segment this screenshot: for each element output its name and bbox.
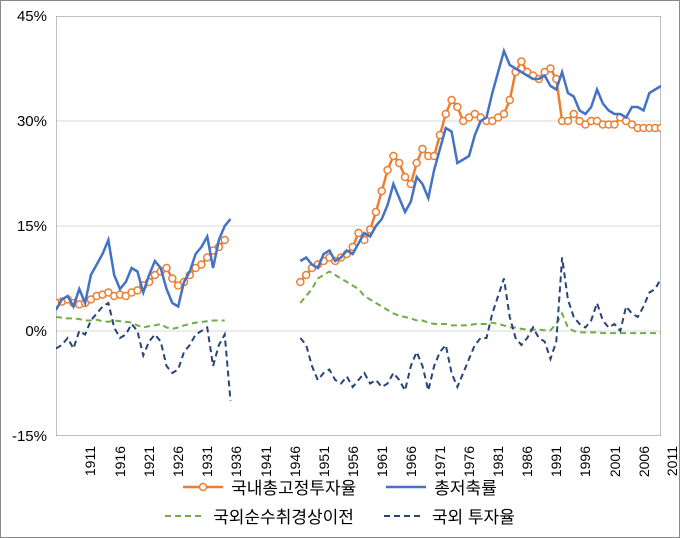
y-tick-label: 0%	[2, 323, 47, 340]
legend-label: 국외순수취경상이전	[213, 503, 354, 528]
legend-swatch	[384, 506, 424, 526]
y-tick-label: 45%	[2, 8, 47, 25]
legend-item: 국외순수취경상이전	[165, 503, 354, 528]
legend-swatch	[183, 477, 223, 497]
legend-swatch	[165, 506, 205, 526]
y-tick-label: -15%	[2, 428, 47, 445]
y-tick-label: 15%	[2, 218, 47, 235]
legend-row: 국외순수취경상이전 국외 투자율	[1, 503, 679, 528]
legend-item: 국외 투자율	[384, 503, 515, 528]
legend-label: 국외 투자율	[432, 503, 515, 528]
legend-item: 총저축률	[386, 474, 497, 499]
chart-container: -15%0%15%30%45% 191119161921192619311936…	[0, 0, 680, 538]
legend-label: 국내총고정투자율	[231, 474, 356, 499]
legend-swatch	[386, 477, 426, 497]
chart-svg	[56, 16, 661, 436]
legend-label: 총저축률	[434, 474, 497, 499]
y-tick-label: 30%	[2, 113, 47, 130]
legend-row: 국내총고정투자율 총저축률	[1, 474, 679, 499]
chart-legend: 국내총고정투자율 총저축률 국외순수취경상이전 국외 투자율	[1, 470, 679, 532]
legend-item: 국내총고정투자율	[183, 474, 356, 499]
